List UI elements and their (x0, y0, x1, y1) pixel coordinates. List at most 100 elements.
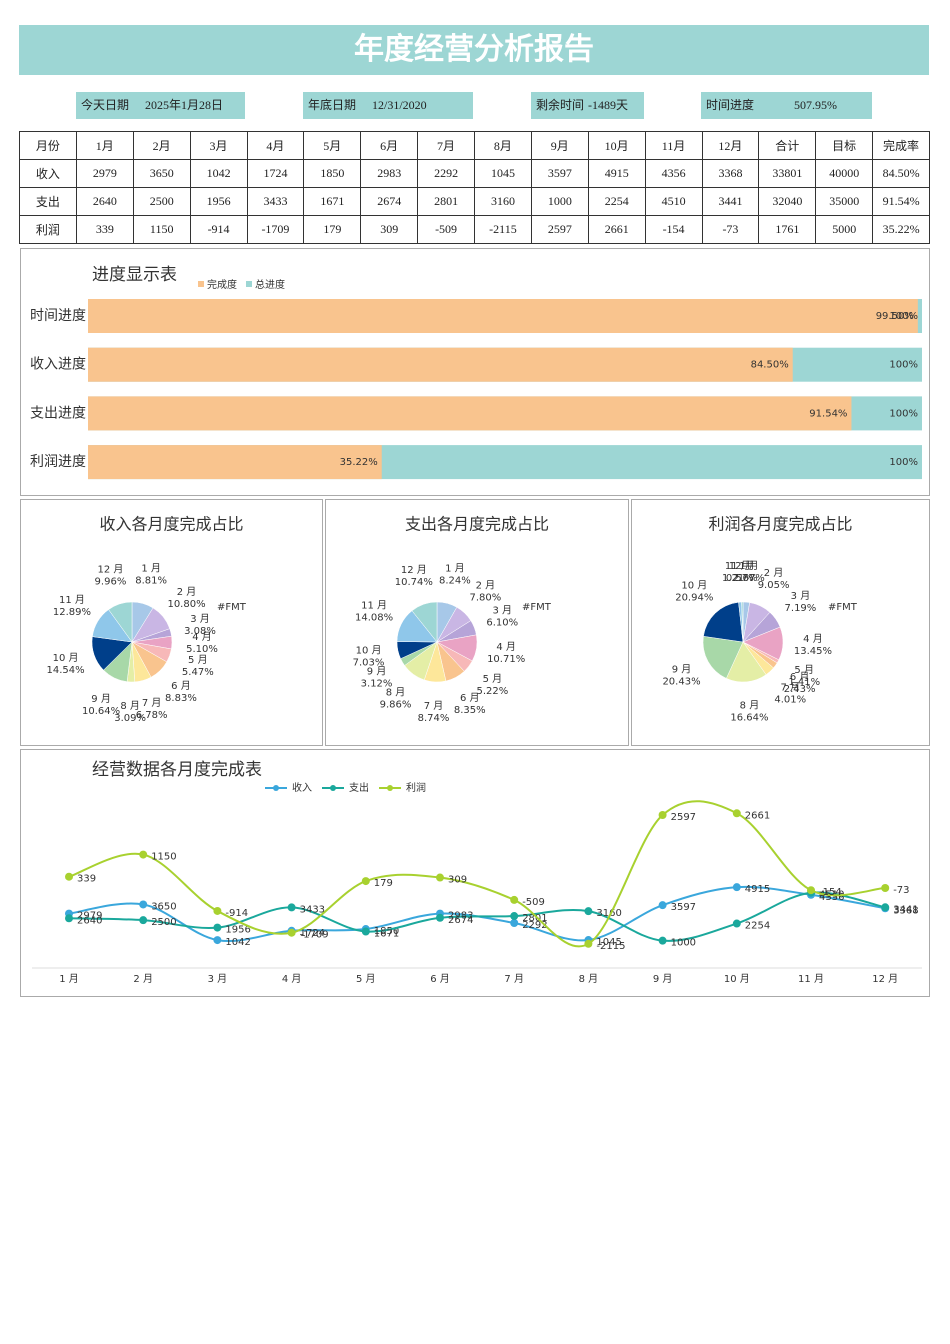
value-label: 84.50% (751, 360, 789, 371)
data-point (287, 903, 296, 912)
panel-border (20, 499, 323, 746)
slice-category: 7 月 (780, 682, 800, 694)
slice-value: 5.47% (182, 667, 214, 678)
chart-title: 利润各月度完成占比 (708, 515, 852, 534)
panel-border (20, 749, 930, 997)
slice-value: 8.74% (418, 713, 450, 724)
table-cell: -1709 (246, 215, 305, 244)
table-cell: 目标 (815, 131, 874, 160)
table-cell: 3433 (246, 187, 305, 216)
table-row: 月份 1月 2月 3月 4月 5月 6月 7月 8月 9月 10月 11月 12月 合计 目标 完成率 (19, 131, 930, 160)
slice-category: 6 月 (460, 692, 480, 704)
bar (88, 299, 918, 333)
data-point (881, 883, 890, 892)
table-cell: 7月 (417, 131, 475, 160)
slice-category: 5 月 (794, 664, 814, 676)
data-label: 2500 (151, 917, 176, 928)
slice-category: 3 月 (190, 613, 210, 625)
pie-chart: 利润各月度完成占比 1 月2.67% 2 月9.05%3 月7.19% 4 月13.4… (631, 499, 930, 746)
legend-label: 总进度 (255, 278, 285, 291)
table-cell: 1045 (474, 159, 532, 188)
slice-category: 12 月 (97, 563, 123, 575)
table-cell: 309 (360, 215, 419, 244)
value-label: 100% (889, 311, 918, 322)
data-label: 3441 (893, 904, 918, 915)
legend-dot (387, 785, 393, 791)
table-cell: -73 (701, 215, 760, 244)
info-label: 剩余时间 (536, 98, 585, 112)
info-value: 2025年1月28日 (145, 98, 224, 112)
legend-label: 收入 (292, 781, 312, 794)
info-label: 年底日期 (308, 98, 357, 112)
slice-value: 14.08% (355, 612, 393, 623)
data-point (139, 850, 148, 859)
slice-category: 8 月 (386, 686, 406, 698)
slice-category: 7 月 (424, 700, 444, 712)
pie-slice (702, 636, 744, 679)
table-cell: -509 (417, 215, 475, 244)
slice-category: 2 月 (476, 579, 496, 591)
slice-value: 5.10% (186, 644, 218, 655)
table-row: 收入 2979 3650 1042 1724 1850 2983 2292 1045 3597 49… (19, 159, 930, 188)
data-label: 309 (448, 875, 467, 886)
slice-category: 10 月 (356, 645, 382, 657)
slice-value: 9.96% (95, 576, 127, 587)
slice-value: 12.89% (53, 607, 91, 618)
chart-title: 经营数据各月度完成表 (92, 760, 262, 780)
slice-category: 9 月 (367, 665, 387, 677)
slice-category: 5 月 (188, 654, 208, 666)
table-cell: 1000 (530, 187, 589, 216)
data-label: 2640 (77, 915, 102, 926)
series-line (68, 800, 886, 948)
value-label: 99.50% (876, 311, 914, 322)
slice-category: 11 月 (361, 599, 387, 611)
legend-dot (330, 785, 336, 791)
slice-value: 10.64% (82, 706, 120, 717)
slice-category: 1 月 (739, 560, 759, 572)
table-cell: 3368 (701, 159, 760, 188)
slice-value: 9.05% (758, 580, 790, 591)
data-point (361, 927, 370, 936)
annotation: #FMT (522, 602, 552, 613)
legend-label: 利润 (406, 781, 426, 794)
slice-category: 6 月 (171, 680, 191, 692)
data-label: 1671 (374, 928, 399, 939)
data-point (436, 913, 444, 922)
x-tick-label: 6 月 (430, 973, 450, 985)
chart-title: 进度显示表 (92, 265, 177, 285)
value-label: 100% (889, 457, 918, 468)
table-cell: 179 (303, 215, 362, 244)
slice-value: 20.43% (662, 676, 700, 687)
category-label: 利润进度 (30, 454, 86, 470)
slice-category: 3 月 (791, 590, 811, 602)
table-cell: 11月 (644, 131, 703, 160)
data-point (881, 903, 890, 912)
slice-category: 3 月 (492, 605, 512, 617)
slice-category: 2 月 (177, 586, 197, 598)
data-label: 2292 (522, 920, 547, 931)
slice-value: 3.09% (114, 713, 146, 724)
pie-slice (703, 601, 744, 643)
data-point (732, 883, 741, 892)
data-label: 3368 (893, 905, 918, 916)
legend-swatch (246, 281, 252, 287)
data-point (65, 872, 73, 881)
value-label: 100% (889, 408, 918, 419)
x-tick-label: 12 月 (872, 973, 898, 985)
bar (88, 445, 382, 480)
pie-chart: 收入各月度完成占比 1 月8.81% 2 月10.80% 3 月3.08%4 月5.1… (20, 499, 323, 746)
table-cell: 合计 (758, 131, 817, 160)
slice-category: 9 月 (672, 663, 692, 675)
pie-slice (741, 601, 744, 643)
x-tick-label: 3 月 (208, 973, 228, 985)
table-cell: 6月 (360, 131, 419, 160)
data-point (139, 916, 148, 925)
annotation: #FMT (828, 602, 858, 613)
x-tick-label: 8 月 (579, 973, 599, 985)
slice-category: 9 月 (91, 693, 111, 705)
slice-category: 7 月 (142, 697, 162, 709)
table-cell: 1956 (189, 187, 248, 216)
data-point (658, 811, 667, 820)
legend-swatch (198, 281, 204, 287)
